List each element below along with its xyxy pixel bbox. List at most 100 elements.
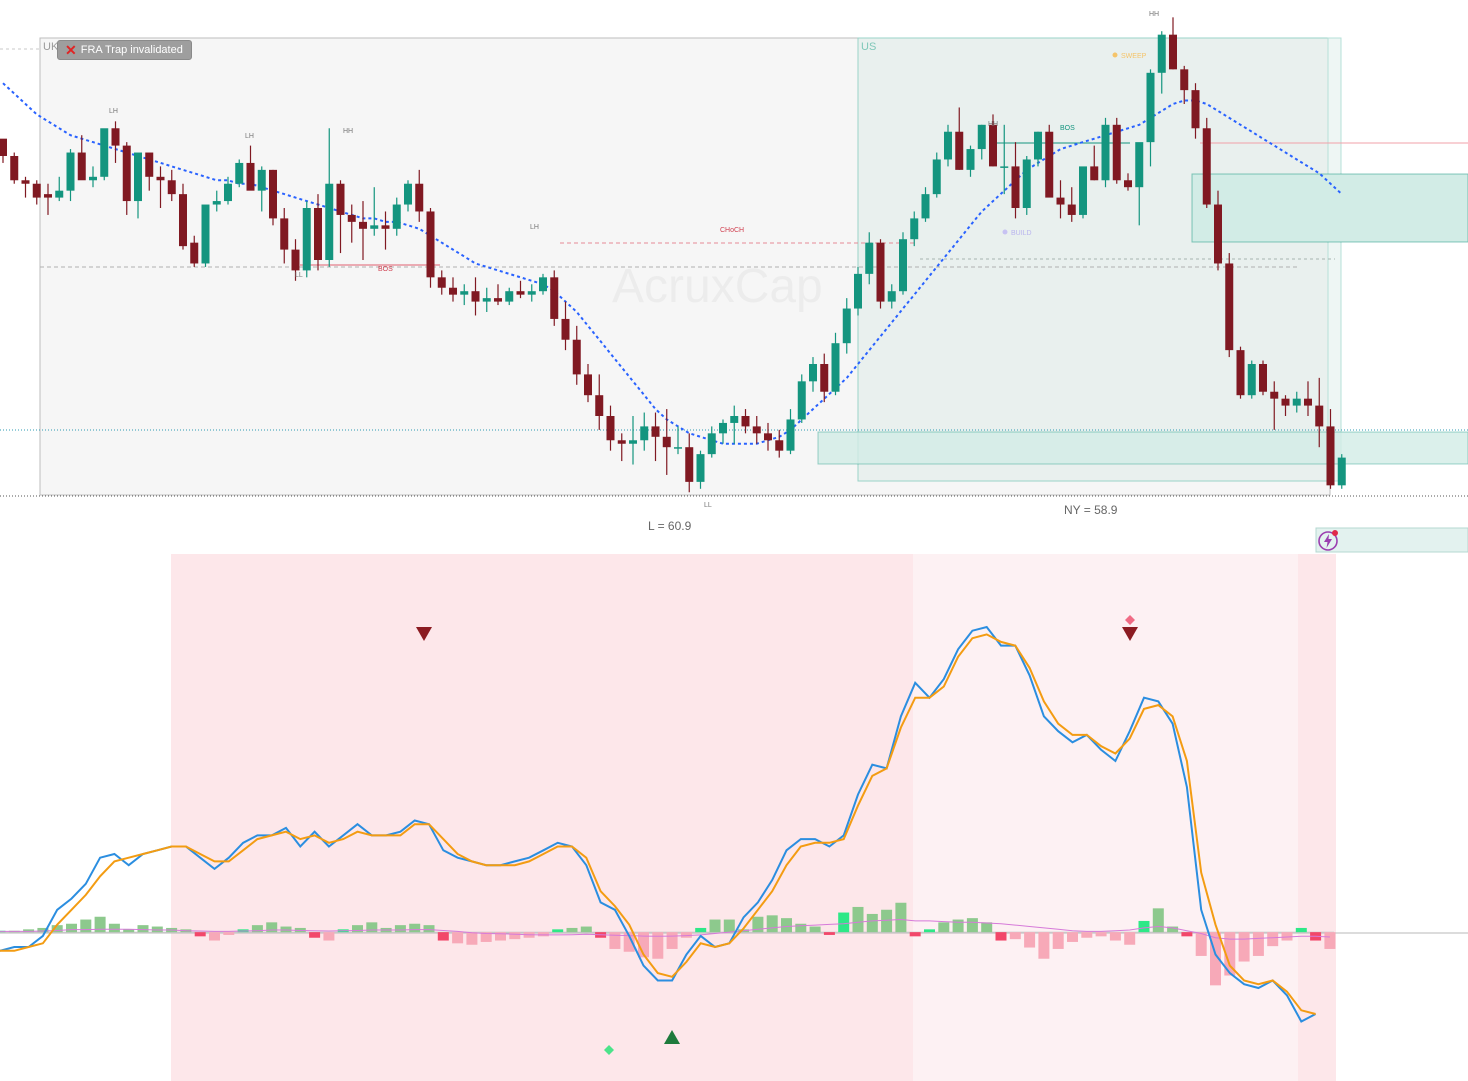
candle[interactable] — [606, 405, 615, 451]
candle[interactable] — [66, 149, 75, 202]
candle[interactable] — [111, 121, 120, 163]
candle[interactable] — [1157, 31, 1166, 94]
candle[interactable] — [887, 284, 896, 309]
candle[interactable] — [1214, 190, 1222, 271]
candle[interactable] — [494, 284, 502, 306]
candle[interactable] — [246, 145, 255, 191]
candle[interactable] — [1034, 131, 1042, 167]
candle[interactable] — [1202, 117, 1211, 208]
candle[interactable] — [325, 128, 334, 267]
candle[interactable] — [1022, 156, 1031, 215]
candle[interactable] — [820, 353, 829, 403]
candle[interactable] — [100, 128, 109, 181]
candle[interactable] — [1090, 145, 1099, 181]
candle[interactable] — [1079, 166, 1087, 219]
candle[interactable] — [1236, 346, 1245, 399]
candle[interactable] — [370, 187, 379, 236]
candle[interactable] — [561, 301, 570, 351]
candle[interactable] — [775, 429, 784, 458]
candle[interactable] — [1067, 187, 1076, 222]
candle[interactable] — [696, 450, 705, 489]
candle[interactable] — [707, 426, 716, 458]
candle[interactable] — [1045, 124, 1054, 198]
candle[interactable] — [190, 235, 199, 267]
candle[interactable] — [921, 187, 930, 222]
candle[interactable] — [550, 270, 559, 326]
candle[interactable] — [865, 232, 874, 285]
candle[interactable] — [235, 159, 244, 188]
candle[interactable] — [595, 374, 604, 430]
candle[interactable] — [302, 201, 311, 278]
candle[interactable] — [527, 284, 536, 302]
candle[interactable] — [539, 273, 547, 295]
trap-invalidated-badge[interactable]: ✕ FRA Trap invalidated — [57, 40, 192, 60]
candle[interactable] — [1191, 83, 1200, 139]
candle[interactable] — [426, 208, 435, 288]
candle[interactable] — [122, 142, 131, 215]
candle[interactable] — [257, 166, 266, 212]
candle[interactable] — [0, 138, 7, 163]
candle[interactable] — [77, 135, 86, 181]
candle[interactable] — [966, 145, 975, 177]
candle[interactable] — [134, 152, 142, 219]
candle[interactable] — [932, 152, 941, 198]
candle[interactable] — [989, 114, 997, 167]
candle[interactable] — [944, 124, 952, 167]
candle[interactable] — [854, 266, 862, 316]
candle[interactable] — [1225, 253, 1234, 358]
candle[interactable] — [269, 169, 277, 226]
candle[interactable] — [482, 287, 491, 312]
candle[interactable] — [809, 357, 817, 392]
candle[interactable] — [449, 277, 457, 302]
candle[interactable] — [1315, 377, 1324, 448]
candle[interactable] — [1135, 142, 1144, 226]
candle[interactable] — [640, 412, 649, 451]
candle[interactable] — [471, 277, 480, 316]
candle[interactable] — [516, 280, 525, 299]
candle[interactable] — [786, 409, 795, 455]
candle[interactable] — [1146, 69, 1155, 167]
candle[interactable] — [145, 152, 154, 191]
candle[interactable] — [460, 284, 469, 306]
candle[interactable] — [156, 166, 165, 208]
candle[interactable] — [314, 194, 322, 271]
candle[interactable] — [505, 287, 514, 306]
close-icon[interactable]: ✕ — [65, 42, 77, 58]
candle[interactable] — [224, 176, 232, 205]
candle[interactable] — [1112, 117, 1121, 184]
candle[interactable] — [910, 211, 919, 247]
candle[interactable] — [1180, 65, 1189, 104]
candle[interactable] — [1101, 117, 1110, 188]
candle[interactable] — [10, 152, 19, 184]
candle[interactable] — [977, 124, 986, 160]
candle[interactable] — [719, 419, 727, 444]
candle[interactable] — [685, 433, 694, 493]
candle[interactable] — [44, 183, 52, 215]
candle[interactable] — [336, 180, 345, 254]
candle[interactable] — [584, 364, 592, 403]
candle[interactable] — [201, 204, 210, 267]
candle[interactable] — [662, 409, 671, 475]
candle[interactable] — [1292, 391, 1301, 413]
candle[interactable] — [55, 176, 64, 202]
candle[interactable] — [1247, 360, 1256, 399]
candle[interactable] — [404, 180, 412, 212]
candle[interactable] — [1326, 409, 1335, 489]
candle[interactable] — [831, 332, 840, 396]
candle[interactable] — [1000, 124, 1009, 195]
candle[interactable] — [1270, 381, 1279, 430]
candle[interactable] — [359, 201, 367, 260]
candle[interactable] — [392, 197, 401, 236]
candle[interactable] — [381, 211, 390, 250]
candle[interactable] — [730, 405, 739, 444]
candle[interactable] — [347, 204, 356, 243]
candle[interactable] — [651, 412, 660, 462]
candle[interactable] — [1056, 180, 1065, 219]
candle[interactable] — [1259, 360, 1267, 396]
candle[interactable] — [437, 270, 446, 295]
candle[interactable] — [797, 374, 806, 423]
candle[interactable] — [21, 176, 30, 198]
candle[interactable] — [741, 409, 750, 434]
candle[interactable] — [572, 325, 581, 385]
